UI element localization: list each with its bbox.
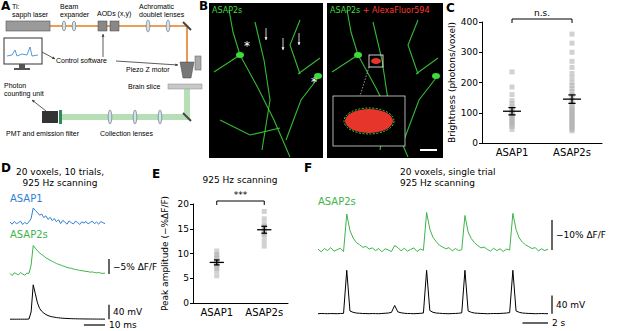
svg-text:Achromatic: Achromatic	[139, 3, 175, 10]
svg-text:−5% ΔF/F: −5% ΔF/F	[113, 262, 157, 272]
svg-text:E: E	[152, 167, 160, 181]
svg-text:ASAP2s: ASAP2s	[212, 6, 242, 15]
svg-text:ASAP2s: ASAP2s	[245, 307, 283, 318]
svg-text:Brightness (photons/voxel): Brightness (photons/voxel)	[447, 22, 457, 143]
svg-text:40 mV: 40 mV	[556, 300, 586, 310]
svg-text:AODs (x,y): AODs (x,y)	[97, 10, 131, 18]
svg-text:PMT and emission filter: PMT and emission filter	[6, 130, 80, 137]
svg-text:ASAP2s: ASAP2s	[318, 196, 356, 207]
svg-text:ASAP1: ASAP1	[10, 193, 43, 204]
svg-text:doublet lenses: doublet lenses	[139, 11, 185, 18]
svg-text:n.s.: n.s.	[534, 8, 550, 18]
svg-text:ASAP1: ASAP1	[200, 307, 233, 318]
svg-text:Piezo Z motor: Piezo Z motor	[126, 66, 170, 73]
svg-text:*: *	[244, 39, 250, 53]
svg-text:Photon: Photon	[4, 82, 26, 89]
svg-text:300: 300	[461, 47, 478, 57]
svg-text:15: 15	[178, 224, 189, 234]
svg-text:Collection lenses: Collection lenses	[100, 130, 153, 137]
svg-text:counting unit: counting unit	[4, 90, 44, 98]
svg-text:Control software: Control software	[56, 57, 107, 64]
svg-text:Peak amplitude (−%ΔF/F): Peak amplitude (−%ΔF/F)	[160, 196, 170, 311]
svg-text:925 Hz scanning: 925 Hz scanning	[23, 178, 98, 188]
svg-text:B: B	[199, 0, 208, 13]
svg-text:100: 100	[461, 108, 478, 118]
svg-text:20 voxels, 10 trials,: 20 voxels, 10 trials,	[16, 167, 104, 177]
svg-text:sapph laser: sapph laser	[12, 11, 49, 19]
svg-text:20 voxels, single trial: 20 voxels, single trial	[400, 167, 496, 177]
svg-text:ASAP2s: ASAP2s	[10, 229, 48, 240]
svg-text:ASAP2s + AlexaFluor594: ASAP2s + AlexaFluor594	[330, 6, 430, 15]
svg-text:expander: expander	[60, 11, 90, 19]
svg-text:0: 0	[472, 138, 478, 148]
svg-text:ASAP1: ASAP1	[496, 147, 529, 158]
svg-text:200: 200	[461, 78, 478, 88]
svg-text:***: ***	[234, 190, 248, 200]
svg-text:40 mV: 40 mV	[113, 307, 143, 317]
svg-text:−10% ΔF/F: −10% ΔF/F	[556, 230, 606, 240]
svg-text:A: A	[1, 0, 11, 13]
svg-text:400: 400	[461, 17, 478, 27]
svg-text:C: C	[446, 1, 455, 15]
svg-text:2 s: 2 s	[552, 318, 566, 328]
svg-text:20: 20	[178, 199, 190, 209]
svg-text:5: 5	[183, 273, 189, 283]
svg-text:10 ms: 10 ms	[109, 320, 137, 330]
svg-text:ASAP2s: ASAP2s	[553, 147, 591, 158]
svg-text:10: 10	[178, 249, 190, 259]
svg-text:Ti:: Ti:	[12, 3, 20, 10]
svg-text:925 Hz scanning: 925 Hz scanning	[400, 178, 475, 188]
svg-text:Beam: Beam	[60, 3, 78, 10]
svg-text:F: F	[304, 161, 312, 175]
svg-text:Brain slice: Brain slice	[128, 83, 160, 90]
svg-text:D: D	[1, 161, 11, 175]
svg-text:0: 0	[183, 298, 189, 308]
svg-text:925 Hz scanning: 925 Hz scanning	[203, 175, 278, 185]
svg-text:*: *	[311, 75, 317, 89]
